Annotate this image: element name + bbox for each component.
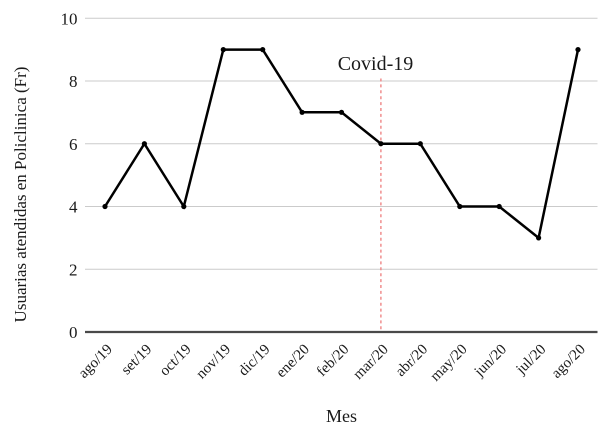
svg-text:0: 0 — [69, 323, 78, 342]
svg-text:Usuarias atendidas en Policlin: Usuarias atendidas en Policlinica (Fr) — [11, 67, 30, 323]
svg-text:8: 8 — [69, 72, 78, 91]
svg-text:Mes: Mes — [326, 406, 357, 423]
svg-text:4: 4 — [69, 198, 78, 217]
svg-text:6: 6 — [69, 135, 78, 154]
svg-text:2: 2 — [69, 260, 78, 279]
svg-text:10: 10 — [61, 9, 78, 28]
svg-text:Covid-19: Covid-19 — [338, 53, 414, 75]
